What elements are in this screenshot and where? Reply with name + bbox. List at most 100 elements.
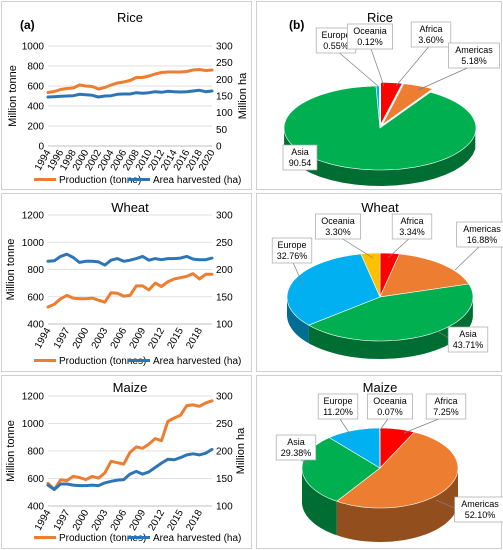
rice-pie-label-box-americas xyxy=(448,42,500,69)
wheat-pie-label-name-europe: Europe xyxy=(277,240,306,250)
panel-label-a: (a) xyxy=(20,18,35,32)
rice-line-legend-label: Area harvested (ha) xyxy=(153,175,241,186)
wheat-line-xtick: 2015 xyxy=(165,326,186,351)
rice-line-title: Rice xyxy=(117,10,143,25)
maize-pie-label-pct-americas: 52.10% xyxy=(465,510,496,520)
rice-pie-label-pct-asia: 90.54 xyxy=(289,158,312,168)
rice-pie-label-pct-oceania: 0.12% xyxy=(357,37,383,47)
wheat-line-title: Wheat xyxy=(111,200,149,215)
rice-pie-label-pct-africa: 3.60% xyxy=(418,35,444,45)
maize-pie-label-pct-asia: 29.38% xyxy=(281,448,312,458)
maize-line-legend-label: Production (tonnes) xyxy=(59,533,146,544)
maize-line-y2tick: 300 xyxy=(216,392,233,403)
rice-line-ytick: 400 xyxy=(27,102,44,113)
maize-line-xtick: 2018 xyxy=(184,508,205,533)
maize-pie-slice-europe xyxy=(328,427,381,469)
maize-pie-leader-europe xyxy=(337,415,353,438)
maize-line-xtick: 2012 xyxy=(146,508,167,533)
wheat-pie-slice-americas xyxy=(379,253,470,298)
maize-line-y2tick: 200 xyxy=(216,447,233,458)
wheat-line-y2tick: 250 xyxy=(216,238,233,249)
maize-pie-label-box-africa xyxy=(425,393,467,420)
rice-line-y2tick: 250 xyxy=(216,58,233,69)
rice-line-ytick: 600 xyxy=(27,82,44,93)
rice-line-y2tick: 0 xyxy=(216,142,222,153)
rice-line-series-production-line xyxy=(46,68,214,94)
wheat-line-xtick: 2018 xyxy=(184,326,205,351)
wheat-line-ylabel: Million tonne xyxy=(5,239,17,301)
rice-line-y2tick: 50 xyxy=(216,125,228,136)
rice-line-y2tick: 100 xyxy=(216,108,233,119)
maize-pie-slice-side-americas xyxy=(336,469,458,542)
wheat-pie-label-name-oceania: Oceania xyxy=(321,216,355,226)
rice-line-series-area-line xyxy=(46,88,214,99)
wheat-line-panel xyxy=(1,193,252,372)
wheat-line-xtick: 2000 xyxy=(71,326,92,351)
rice-pie-label-name-americas: Americas xyxy=(455,45,493,55)
rice-pie-slice-africa xyxy=(380,82,403,125)
wheat-pie-leader-americas xyxy=(454,243,483,271)
rice-pie-label-box-asia xyxy=(282,144,318,171)
wheat-pie-slice-side-asia xyxy=(308,298,473,359)
maize-pie-label-box-americas xyxy=(454,496,503,523)
maize-pie-label-box-europe xyxy=(317,393,359,420)
maize-pie-label-name-americas: Americas xyxy=(461,499,499,509)
wheat-line-ytick: 1200 xyxy=(22,211,45,222)
wheat-pie-label-pct-africa: 3.34% xyxy=(399,227,425,237)
rice-pie-slice-americas xyxy=(382,83,434,125)
maize-line-xtick: 2015 xyxy=(165,508,186,533)
maize-line-ylabel: Million tonne xyxy=(5,420,17,482)
wheat-pie-leader-europe xyxy=(291,259,304,286)
rice-line-ytick: 0 xyxy=(38,142,44,153)
maize-pie-label-name-europe: Europe xyxy=(323,396,352,406)
maize-line-xtick: 2000 xyxy=(71,508,92,533)
rice-pie-leader-europe xyxy=(335,49,379,87)
wheat-line-xtick: 2003 xyxy=(90,326,111,351)
maize-pie-label-name-asia: Asia xyxy=(287,437,305,447)
wheat-line-xtick: 1997 xyxy=(52,326,73,351)
rice-pie-label-pct-americas: 5.18% xyxy=(461,56,487,66)
wheat-pie-label-name-africa: Africa xyxy=(400,216,423,226)
wheat-line-series-area-line xyxy=(46,252,214,267)
wheat-line-y2tick: 300 xyxy=(216,211,233,222)
wheat-pie-label-pct-europe: 32.76% xyxy=(277,251,308,261)
rice-pie-label-name-africa: Africa xyxy=(419,24,442,34)
panel-label-b: (b) xyxy=(289,18,304,32)
maize-pie-label-name-africa: Africa xyxy=(434,396,457,406)
rice-pie-label-name-oceania: Oceania xyxy=(353,26,387,36)
maize-pie-label-pct-africa: 7.25% xyxy=(433,407,459,417)
maize-line-ytick: 1000 xyxy=(22,419,45,430)
maize-line-title: Maize xyxy=(113,380,148,395)
wheat-pie-leader-oceania xyxy=(337,235,374,259)
maize-line-y2tick: 150 xyxy=(216,474,233,485)
maize-pie-label-pct-oceania: 0.07% xyxy=(377,407,403,417)
wheat-line-ytick: 400 xyxy=(27,320,44,331)
wheat-line-y2tick: 100 xyxy=(216,320,233,331)
maize-pie-label-box-asia xyxy=(275,434,317,461)
maize-line-series-production-line xyxy=(46,399,214,491)
rice-pie-label-name-europe: Europe xyxy=(321,30,350,40)
wheat-line-ytick: 1000 xyxy=(22,238,45,249)
rice-line-ylabel: Million tonne xyxy=(7,65,19,127)
maize-line-ytick: 800 xyxy=(27,447,44,458)
wheat-line-legend-label: Area harvested (ha) xyxy=(153,356,241,367)
wheat-line-xtick: 2006 xyxy=(109,326,130,351)
maize-pie-label-pct-europe: 11.20% xyxy=(323,407,353,417)
wheat-pie-label-box-africa xyxy=(391,213,433,240)
maize-pie-label-box-oceania xyxy=(367,393,413,420)
rice-pie-slice-oceania xyxy=(378,85,381,129)
wheat-line-series-production-line xyxy=(46,272,214,309)
wheat-pie-label-box-oceania xyxy=(315,213,361,240)
rice-line-y2tick: 200 xyxy=(216,75,233,86)
wheat-pie-label-pct-oceania: 3.30% xyxy=(325,227,351,237)
rice-line-ytick: 800 xyxy=(27,62,44,73)
wheat-line-xtick: 2009 xyxy=(128,326,149,351)
wheat-pie-label-box-europe xyxy=(271,237,313,264)
rice-line-y2tick: 300 xyxy=(216,42,233,53)
wheat-pie-label-pct-asia: 43.71% xyxy=(453,340,484,350)
wheat-pie-label-pct-americas: 16.88% xyxy=(467,235,498,245)
wheat-pie-slice-asia xyxy=(307,283,474,342)
wheat-pie-title: Wheat xyxy=(361,200,399,215)
wheat-line-y2tick: 200 xyxy=(216,265,233,276)
rice-line-y2tick: 150 xyxy=(216,92,233,103)
